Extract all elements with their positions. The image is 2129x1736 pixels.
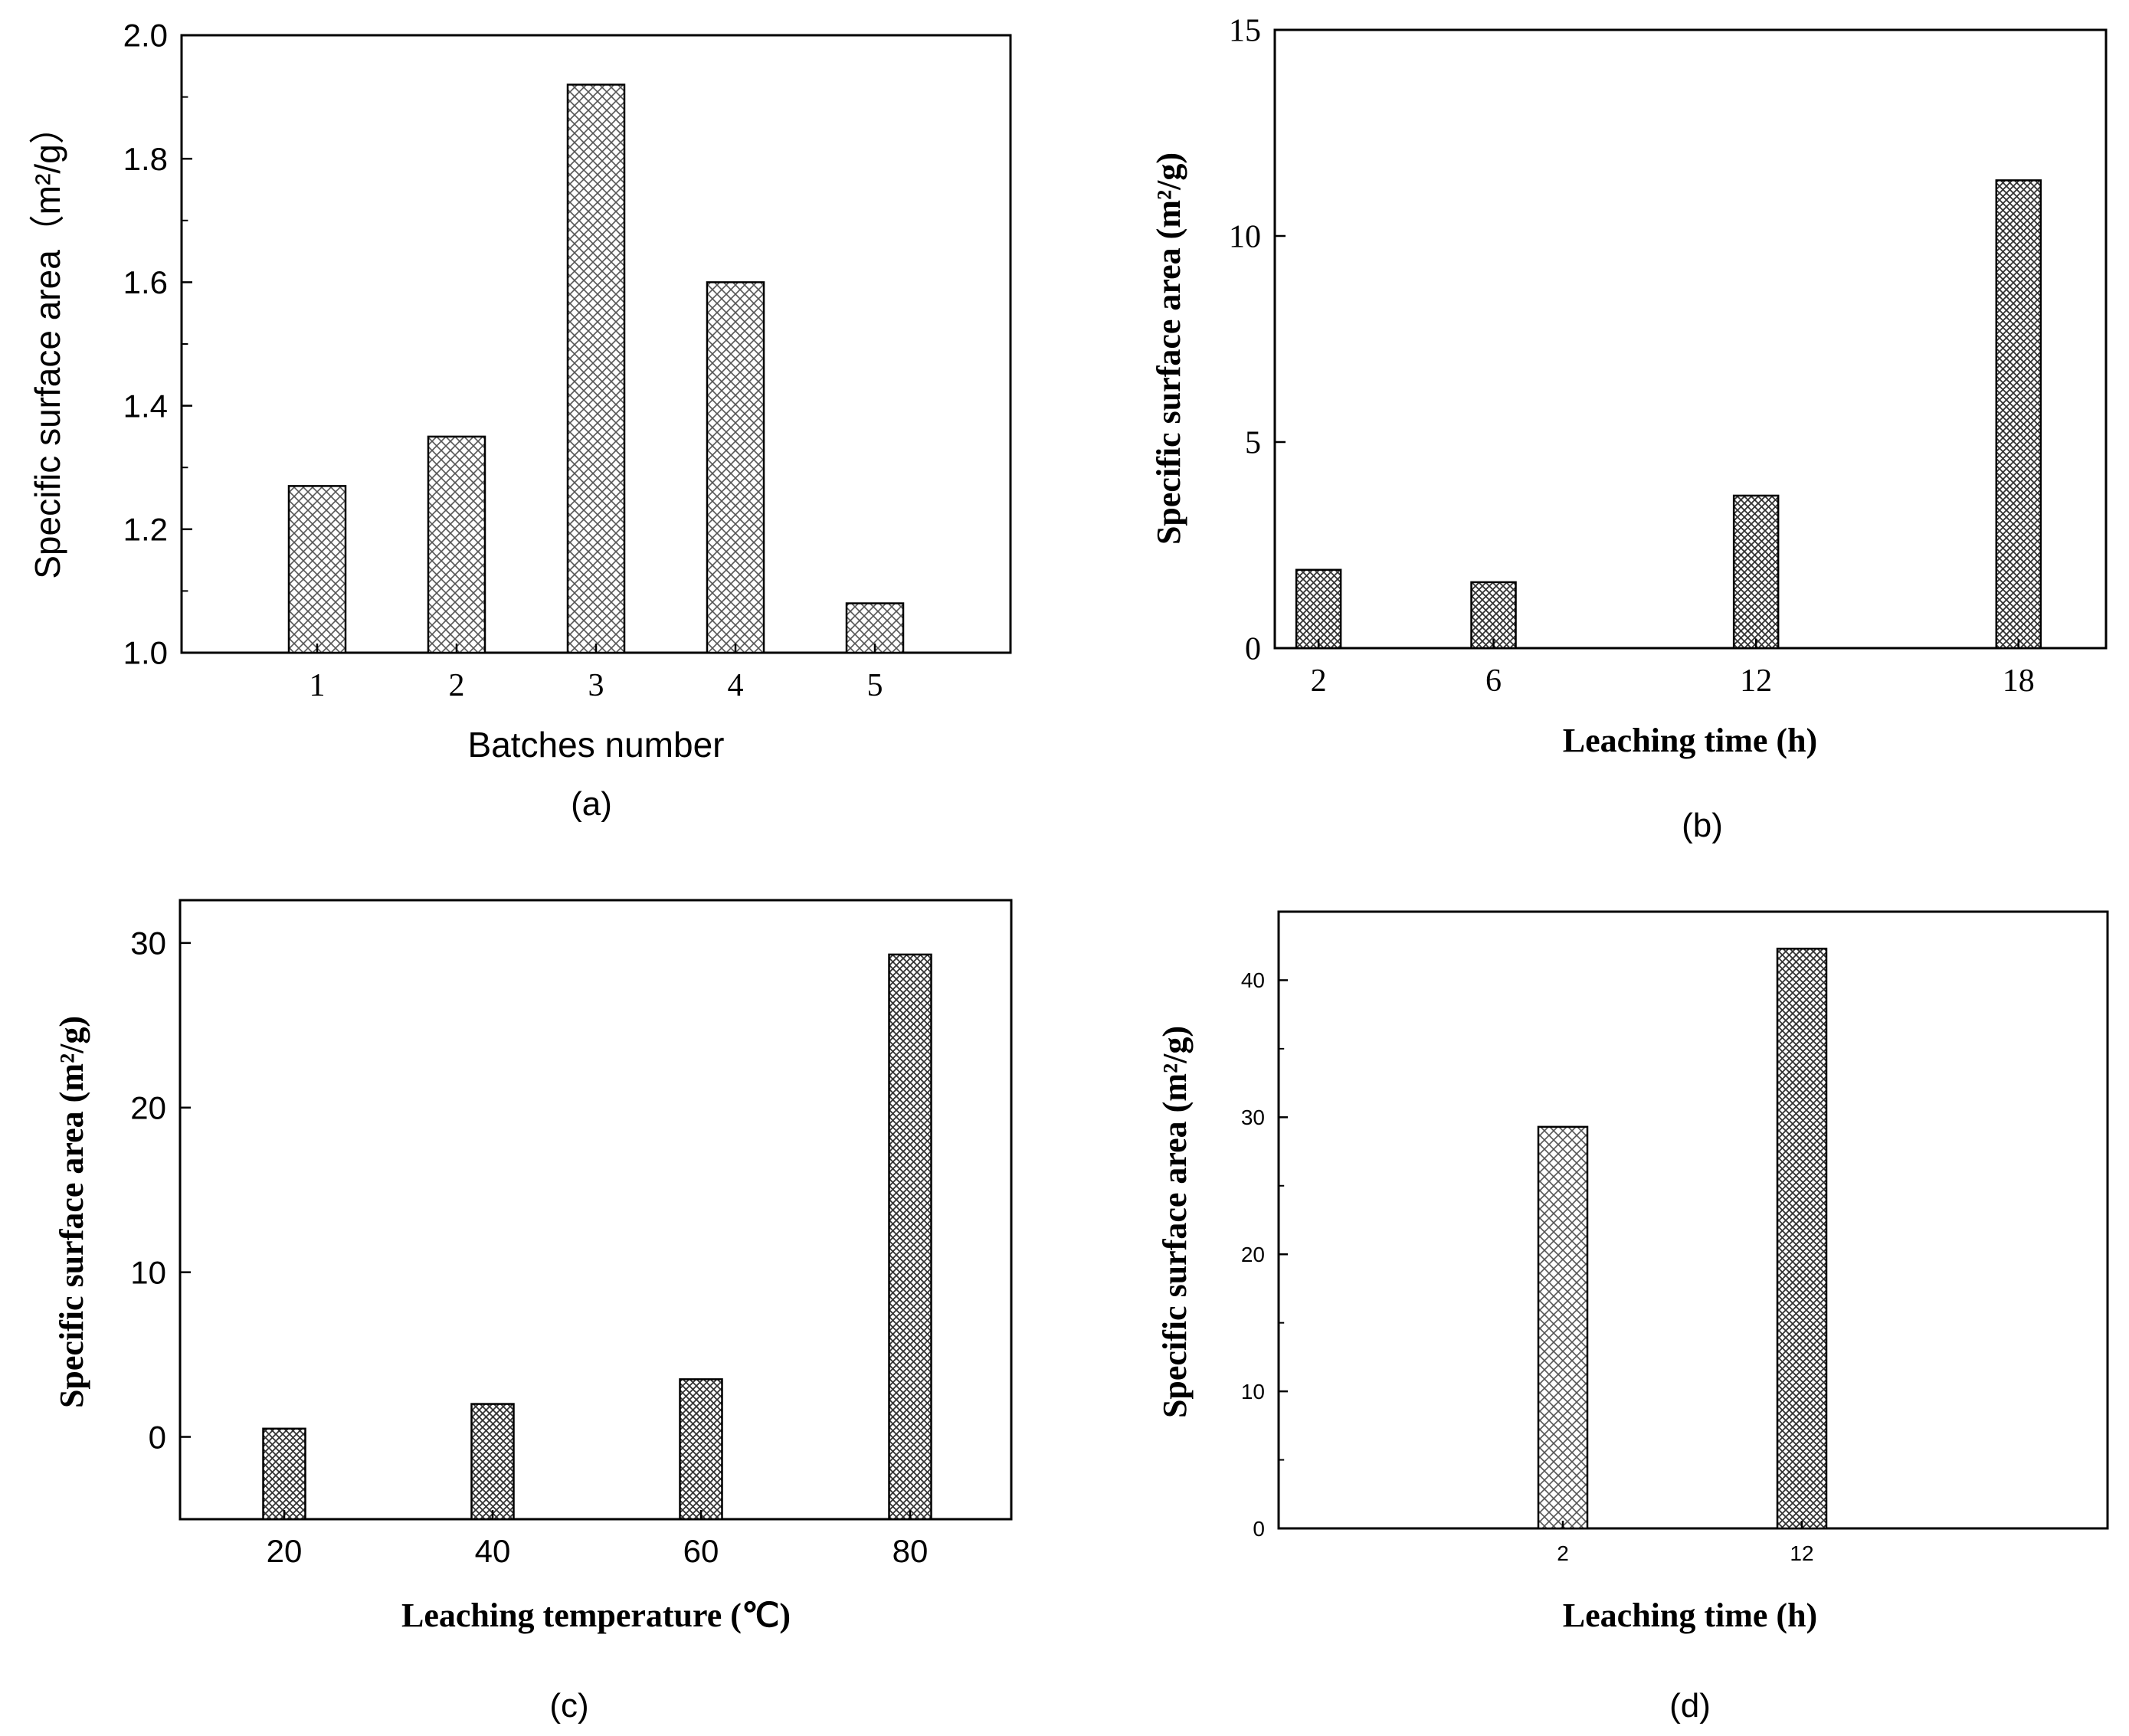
x-ticks-c: 20 40 60 80 (267, 1510, 929, 1569)
y-tick-label-c: 10 (130, 1254, 166, 1290)
plot-frame-c (179, 899, 1013, 1521)
x-axis-label-c: Leaching temperature (℃) (401, 1597, 791, 1634)
bar-c-80 (888, 953, 932, 1521)
y-tick-label-d: 10 (1241, 1380, 1265, 1404)
x-ticks-d: 2 12 (1557, 1521, 1814, 1565)
x-ticks-a: 1 2 3 4 5 (310, 644, 883, 703)
y-tick-label-c: 20 (130, 1089, 166, 1125)
x-tick-label-a: 3 (588, 668, 604, 703)
y-ticks-c: 0 10 20 30 (130, 925, 191, 1455)
x-tick-label-d: 12 (1790, 1541, 1813, 1565)
x-axis-label-a: Batches number (468, 725, 725, 765)
y-tick-label-b: 15 (1229, 14, 1261, 49)
x-tick-label-d: 2 (1557, 1541, 1569, 1565)
y-tick-label-c: 0 (149, 1419, 166, 1455)
bar-b-6 (1470, 581, 1517, 650)
bar-c-40 (470, 1403, 515, 1521)
x-ticks-b: 2 6 12 18 (1311, 639, 2035, 699)
bar-a-2 (427, 435, 486, 654)
bar-a-4 (706, 281, 765, 654)
x-axis-label-d: Leaching time (h) (1563, 1597, 1817, 1634)
x-tick-label-b: 18 (2003, 663, 2035, 699)
y-axis-label-d: Specific surface area (m²/g) (1156, 1026, 1194, 1418)
y-tick-label-a: 1.8 (123, 141, 168, 177)
bars-b (1295, 179, 2042, 650)
y-tick-label-d: 20 (1241, 1243, 1265, 1266)
bar-a-3 (566, 84, 626, 654)
y-tick-label-d: 40 (1241, 968, 1265, 992)
caption-d: (d) (1669, 1687, 1711, 1725)
y-axis-label-a: Specific surface area（m²/g） (28, 109, 67, 579)
bars-c (262, 953, 932, 1521)
bar-d-2 (1537, 1125, 1589, 1530)
panel-c: 20 40 60 80 0 10 20 30 Leaching temperature (℃… (53, 899, 1013, 1725)
y-tick-label-b: 10 (1229, 220, 1261, 255)
y-ticks-b: 0 5 10 15 (1229, 14, 1286, 667)
y-axis-label-b: Specific surface area (m²/g) (1150, 152, 1187, 545)
y-tick-label-a: 2.0 (123, 18, 168, 54)
x-axis-label-b: Leaching time (h) (1563, 722, 1817, 759)
y-ticks-a: 1.0 1.2 1.4 1.6 1.8 2.0 (123, 18, 192, 671)
caption-b: (b) (1682, 807, 1723, 844)
x-tick-label-a: 1 (310, 668, 326, 703)
bar-c-20 (262, 1427, 306, 1521)
bar-b-2 (1295, 568, 1342, 650)
x-tick-label-a: 5 (867, 668, 883, 703)
x-tick-label-c: 80 (893, 1533, 929, 1569)
bars-a (287, 84, 905, 654)
bar-b-18 (1995, 179, 2042, 650)
y-tick-label-b: 0 (1245, 632, 1261, 667)
bar-a-1 (287, 485, 347, 654)
bar-b-12 (1732, 494, 1780, 650)
x-tick-label-a: 4 (728, 668, 744, 703)
plot-frame-b (1273, 28, 2108, 650)
x-tick-label-b: 2 (1311, 663, 1327, 699)
y-tick-label-c: 30 (130, 925, 166, 961)
plot-frame-d (1277, 910, 2109, 1530)
y-ticks-d: 0 10 20 30 40 (1241, 968, 1288, 1541)
panel-b: 2 6 12 18 0 5 10 15 Leaching time (h) Specific… (1150, 14, 2108, 844)
y-tick-label-d: 30 (1241, 1105, 1265, 1129)
y-tick-label-a: 1.0 (123, 635, 168, 671)
y-tick-label-a: 1.2 (123, 512, 168, 548)
caption-c: (c) (549, 1687, 588, 1725)
y-tick-label-a: 1.4 (123, 388, 168, 424)
bar-c-60 (679, 1378, 723, 1521)
bars-d (1537, 948, 1828, 1530)
bar-d-12 (1776, 948, 1828, 1530)
x-tick-label-a: 2 (449, 668, 465, 703)
x-tick-label-c: 60 (683, 1533, 719, 1569)
x-tick-label-c: 40 (475, 1533, 511, 1569)
x-tick-label-c: 20 (267, 1533, 303, 1569)
y-tick-label-d: 0 (1253, 1517, 1265, 1541)
caption-a: (a) (571, 785, 612, 823)
y-tick-label-a: 1.6 (123, 264, 168, 300)
y-axis-label-c: Specific surface area (m²/g) (53, 1016, 90, 1408)
x-tick-label-b: 6 (1485, 663, 1502, 699)
x-tick-label-b: 12 (1740, 663, 1772, 699)
y-tick-label-b: 5 (1245, 426, 1261, 461)
panel-d: 2 12 0 10 20 30 40 Leaching time (h) Specific… (1156, 910, 2109, 1725)
